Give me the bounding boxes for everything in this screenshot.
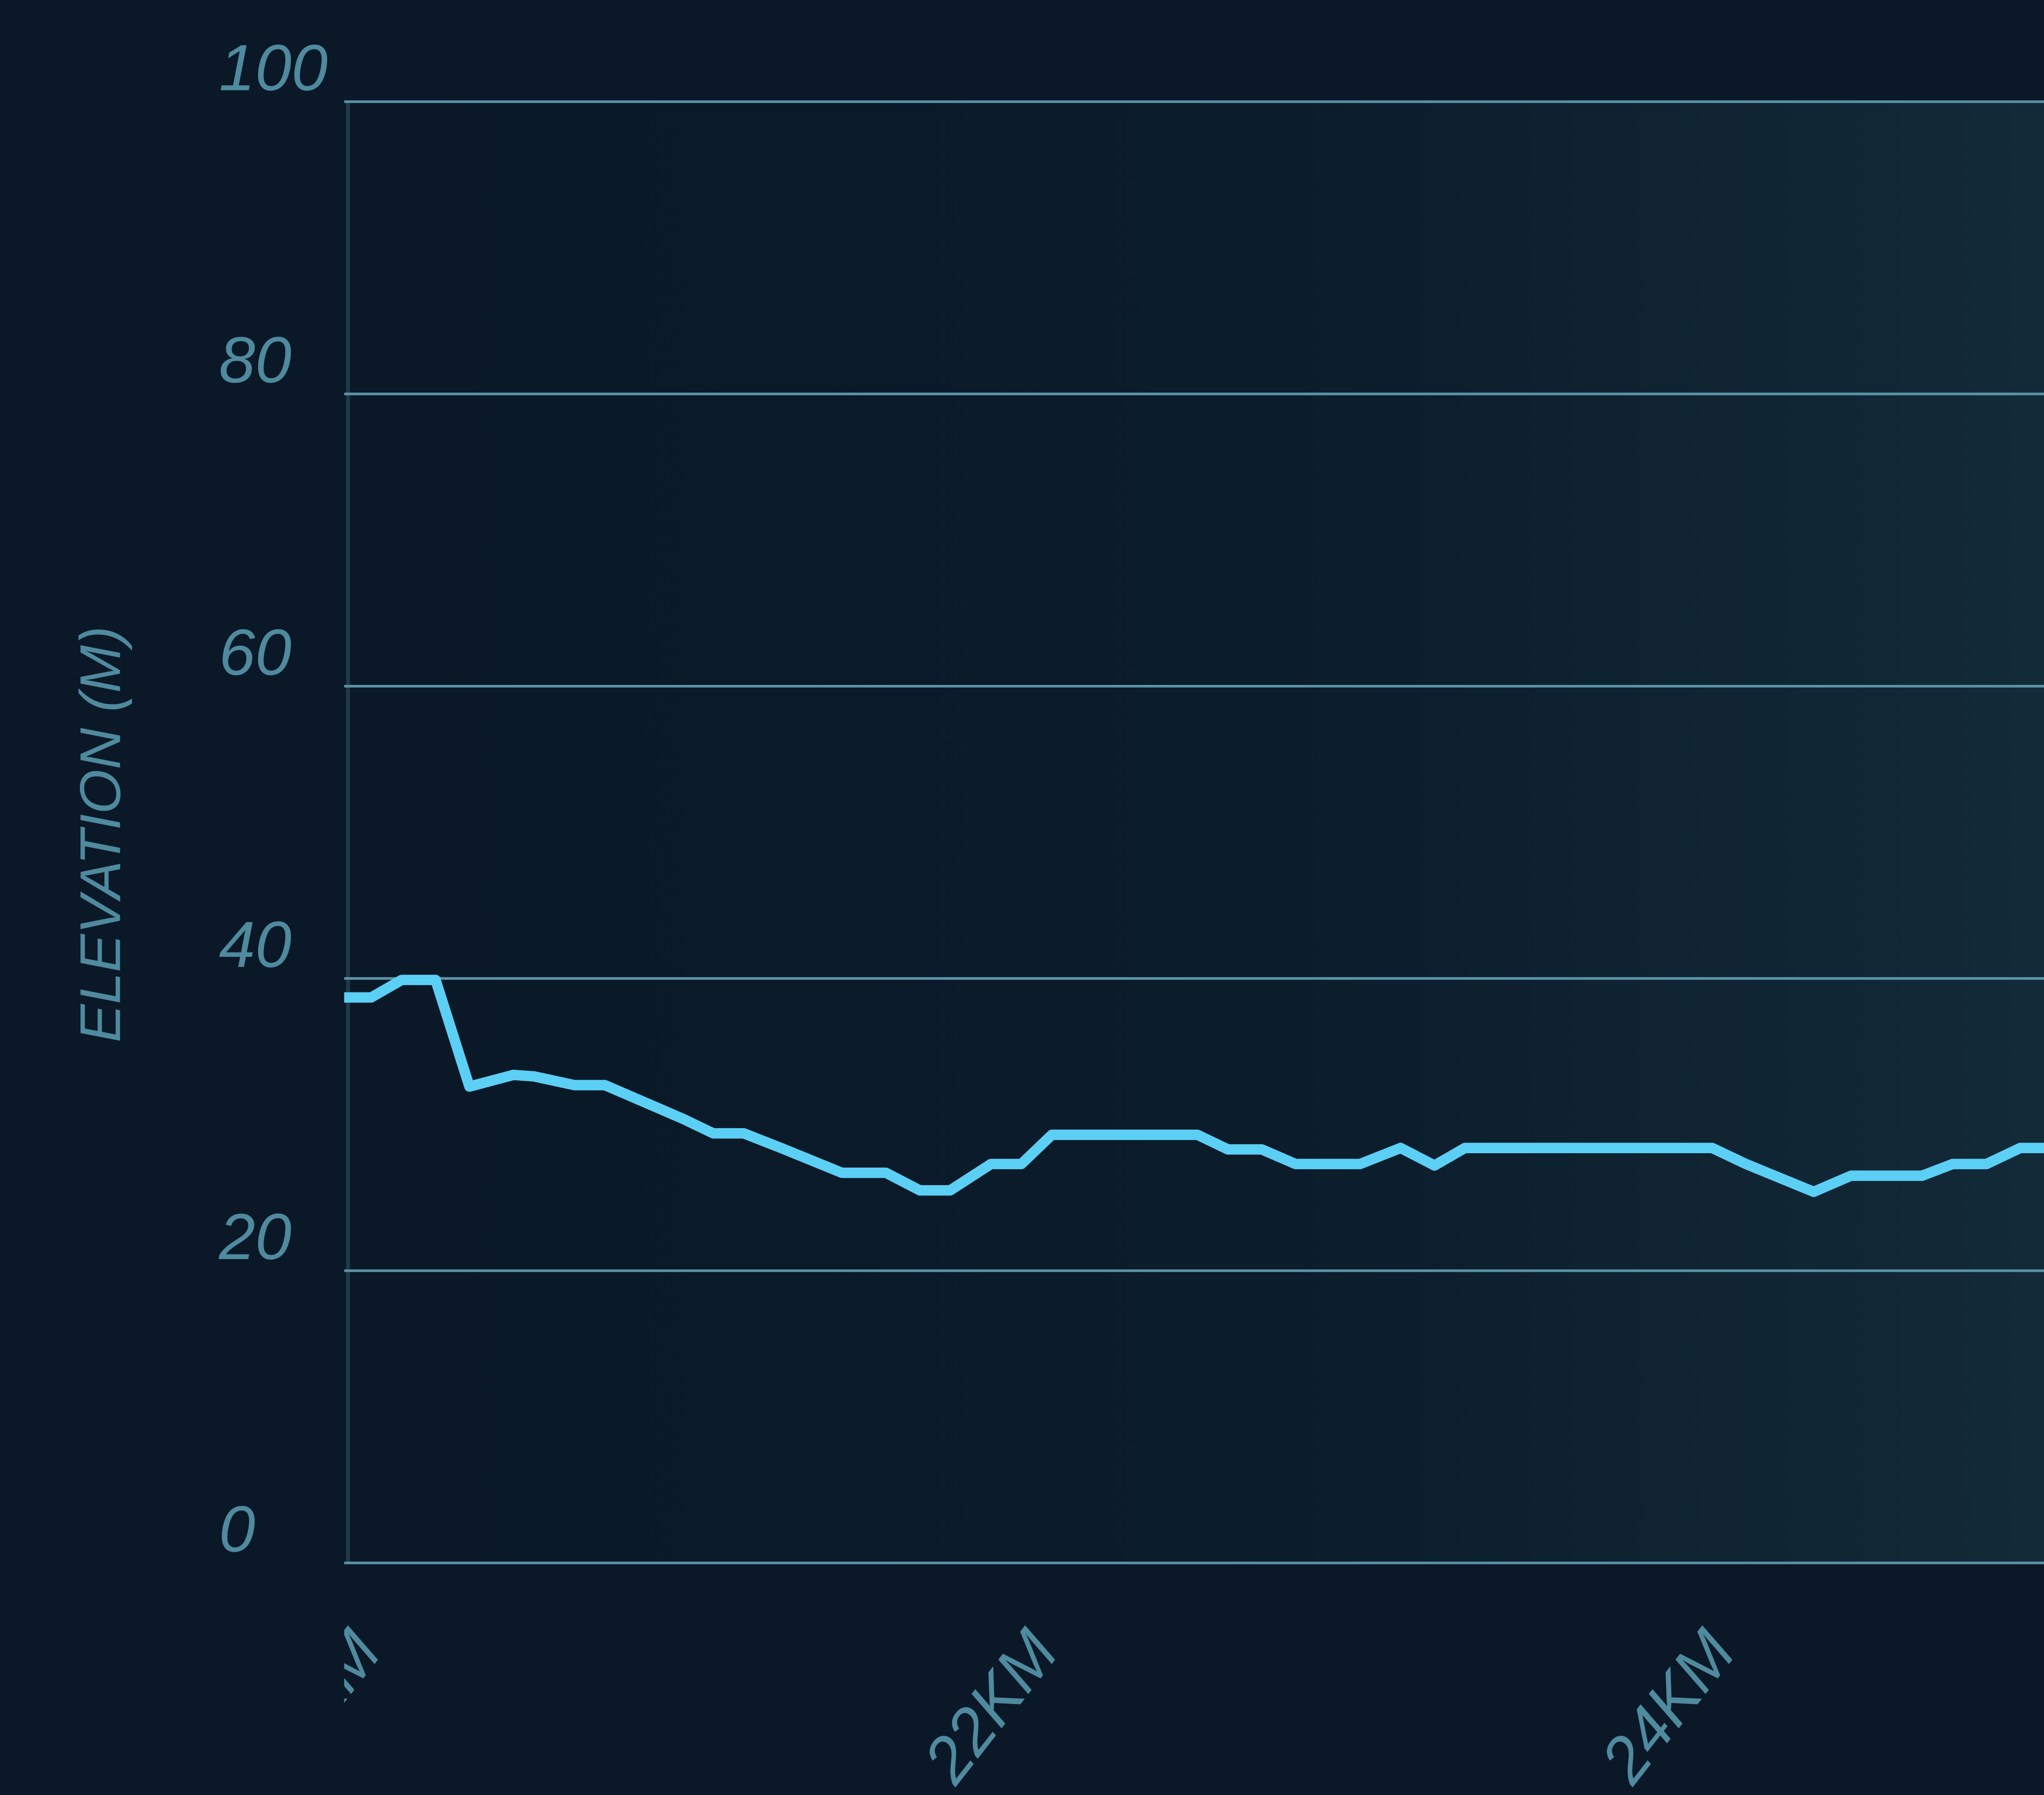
- y-tick-label: 60: [219, 616, 291, 689]
- y-tick-label: 40: [219, 908, 291, 981]
- y-tick-label: 0: [219, 1492, 255, 1565]
- y-tick-label: 100: [219, 31, 327, 104]
- y-axis-label: ELEVATION (M): [68, 626, 132, 1043]
- y-tick-label: 80: [219, 324, 291, 396]
- data-line: [344, 974, 2044, 1197]
- plot-area: [344, 102, 2044, 1563]
- y-tick-label: 20: [218, 1200, 291, 1273]
